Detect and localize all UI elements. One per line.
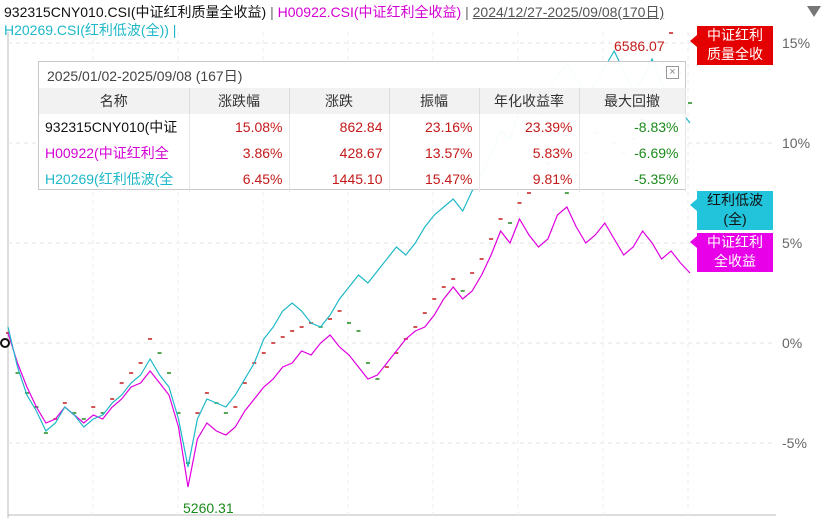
cell-annualized: 5.83% [479,140,580,166]
flag-text: 红利低波 [707,192,763,208]
cell-annualized: 9.81% [479,166,580,192]
cell-amplitude: 23.16% [389,114,480,140]
y-tick-label: 0% [782,335,802,351]
cell-change: 428.67 [289,140,390,166]
row-name: H00922(中证红利全 [39,140,190,166]
y-tick-label: 10% [782,135,810,151]
cell-change: 1445.10 [289,166,390,192]
table-row[interactable]: H20269(红利低波(全 6.45% 1445.10 15.47% 9.81%… [39,166,686,192]
stats-tooltip: 2025/01/02-2025/09/08 (167日) × 名称 涨跌幅 涨跌… [38,61,686,192]
row-name: 932315CNY010(中证 [39,114,190,140]
flag-text: 全收益 [714,253,756,269]
min-value-label: 5260.31 [183,500,234,516]
table-row[interactable]: H00922(中证红利全 3.86% 428.67 13.57% 5.83% -… [39,140,686,166]
legend-series1[interactable]: 932315CNY010.CSI(中证红利质量全收益) [4,4,267,20]
cell-change-pct: 3.86% [189,140,290,166]
series2-end-flag: 中证红利 全收益 [697,233,773,272]
legend-separator: | [168,22,177,38]
cell-annualized: 23.39% [479,114,580,140]
y-tick-label: 5% [782,235,802,251]
cell-change-pct: 6.45% [189,166,290,192]
cursor-marker[interactable] [0,338,10,348]
stats-table: 名称 涨跌幅 涨跌 振幅 年化收益率 最大回撤 932315CNY010(中证 … [39,88,686,192]
legend-separator: | [461,4,473,20]
flag-text: 中证红利 [707,234,763,250]
cell-max-drawdown: -8.83% [579,114,686,140]
flag-pointer [690,236,697,248]
series3-end-flag: 红利低波 (全) [697,191,773,230]
column-header: 振幅 [389,88,480,114]
series2-line [7,206,691,488]
header-line-2: H20269.CSI(红利低波(全)) | [4,21,176,39]
cell-amplitude: 15.47% [389,166,480,192]
table-header-row: 名称 涨跌幅 涨跌 振幅 年化收益率 最大回撤 [39,88,686,114]
cell-max-drawdown: -6.69% [579,140,686,166]
cell-change: 862.84 [289,114,390,140]
series1-end-flag: 中证红利 质量全收 [697,26,773,65]
column-header: 涨跌幅 [189,88,290,114]
row-name: H20269(红利低波(全 [39,166,190,192]
legend-series3[interactable]: H20269.CSI(红利低波(全)) [4,22,169,38]
flag-pointer [690,35,697,47]
date-range[interactable]: 2024/12/27-2025/09/08(170日) [472,4,665,20]
y-axis-ticks: 15% 10% 5% 0% -5% [782,35,810,451]
column-header: 名称 [39,88,190,114]
cell-max-drawdown: -5.35% [579,166,686,192]
flag-text: 中证红利 [707,27,763,43]
tooltip-title: 2025/01/02-2025/09/08 (167日) [47,68,243,84]
legend-series2[interactable]: H00922.CSI(中证红利全收益) [277,4,462,20]
column-header: 最大回撤 [579,88,686,114]
column-header: 年化收益率 [479,88,580,114]
y-tick-label: 15% [782,35,810,51]
close-icon[interactable]: × [666,66,679,79]
dropdown-arrow-icon[interactable] [807,6,821,17]
flag-text: (全) [723,211,747,227]
table-row[interactable]: 932315CNY010(中证 15.08% 862.84 23.16% 23.… [39,114,686,140]
legend-separator: | [266,4,278,20]
max-value-label: 6586.07 [614,38,665,54]
y-tick-label: -5% [782,435,807,451]
column-header: 涨跌 [289,88,390,114]
header-line-1: 932315CNY010.CSI(中证红利质量全收益) | H00922.CSI… [4,3,664,21]
flag-pointer [690,199,697,211]
cell-amplitude: 13.57% [389,140,480,166]
flag-text: 质量全收 [707,46,763,62]
cell-change-pct: 15.08% [189,114,290,140]
